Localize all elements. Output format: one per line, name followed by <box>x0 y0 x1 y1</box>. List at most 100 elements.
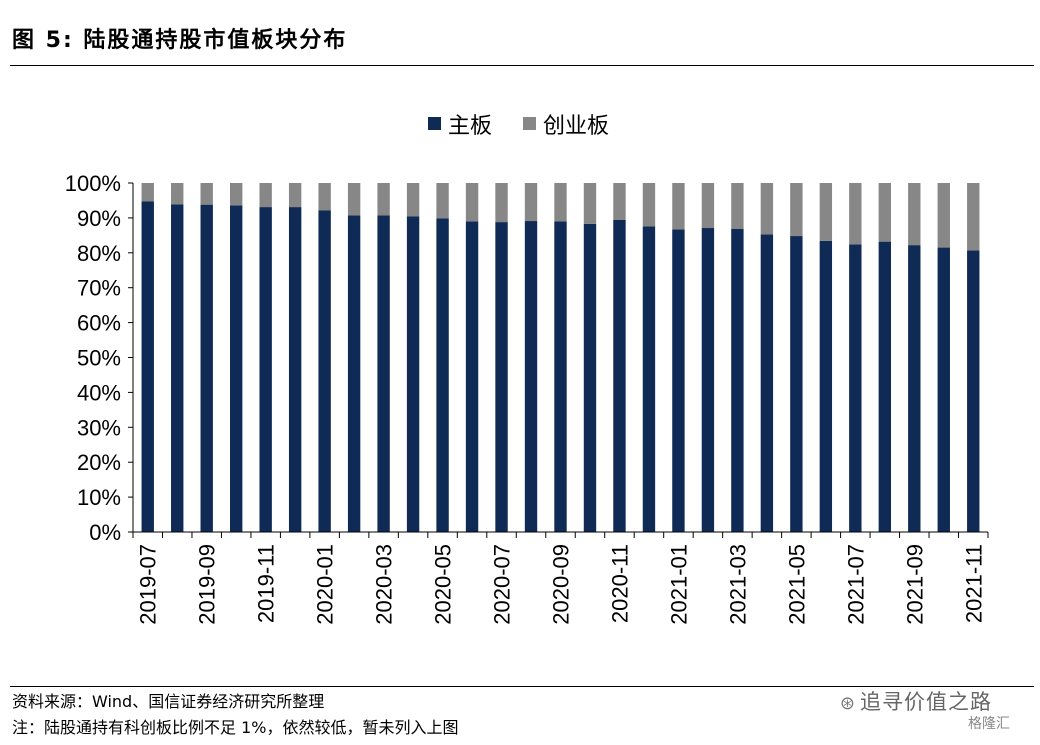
y-tick-label: 70% <box>77 276 121 301</box>
bar-chinext <box>524 183 538 222</box>
bar-chinext <box>288 183 302 208</box>
x-tick-label: 2021-03 <box>725 544 750 625</box>
legend-swatch-main-board <box>428 117 441 130</box>
bar-chinext <box>554 183 567 222</box>
x-tick-label: 2021-01 <box>666 544 691 625</box>
y-tick-label: 10% <box>77 485 121 510</box>
chart: 主板 创业板 0%10%20%30%40%50%60%70%80%90%100% … <box>65 114 989 625</box>
bar-chinext <box>583 183 597 224</box>
bar-main-board <box>731 228 744 532</box>
bar-chinext <box>259 183 272 208</box>
x-tick-label: 2021-05 <box>784 544 809 625</box>
bar-main-board <box>967 250 980 532</box>
bar-chinext <box>141 183 154 202</box>
y-tick-label: 30% <box>77 415 121 440</box>
figure-title: 图 5: 陆股通持股市值板块分布 <box>12 28 348 53</box>
x-tick-label: 2020-05 <box>431 544 456 625</box>
bar-chinext <box>436 183 449 219</box>
bar-chinext <box>495 183 508 223</box>
bar-main-board <box>318 210 331 533</box>
x-tick-label: 2020-03 <box>372 544 397 625</box>
bar-main-board <box>288 207 302 532</box>
footer-rule <box>10 686 1034 687</box>
x-tick-label: 2019-11 <box>254 544 279 623</box>
source-note: 资料来源：Wind、国信证券经济研究所整理 <box>12 692 325 711</box>
y-tick-label: 0% <box>89 520 121 545</box>
bar-chinext <box>465 183 479 222</box>
x-axis: 2019-07 2019-09 2019-11 2020-01 2020-03 2020-… <box>132 531 989 625</box>
bar-chinext <box>406 183 420 217</box>
bar-main-board <box>465 221 479 532</box>
bar-chinext <box>760 183 774 235</box>
y-tick-label: 80% <box>77 241 121 266</box>
watermark-gelonghui: 格隆汇 <box>968 716 1010 732</box>
y-tick-label: 90% <box>77 206 121 231</box>
bar-main-board <box>347 215 361 532</box>
bar-chinext <box>819 183 833 241</box>
x-tick-label: 2020-11 <box>607 544 632 623</box>
bar-main-board <box>819 240 833 532</box>
legend-label-chinext: 创业板 <box>543 114 609 139</box>
bar-chinext <box>908 183 921 246</box>
x-tick-label: 2020-01 <box>313 544 338 625</box>
bar-chinext <box>200 183 213 205</box>
bar-main-board <box>878 241 892 532</box>
bar-chinext <box>701 183 715 229</box>
bar-chinext <box>347 183 361 216</box>
bar-main-board <box>849 244 862 532</box>
bar-chinext <box>377 183 390 216</box>
bar-main-board <box>642 226 656 532</box>
bar-main-board <box>259 207 272 532</box>
chart-legend: 主板 创业板 <box>428 114 609 139</box>
bar-chinext <box>937 183 950 248</box>
bar-main-board <box>141 201 154 532</box>
y-tick-label: 100% <box>65 171 121 196</box>
title-rule <box>10 65 1034 66</box>
bar-chinext <box>672 183 685 230</box>
bar-main-board <box>377 215 390 532</box>
bar-chinext <box>849 183 862 245</box>
legend-swatch-chinext <box>523 117 536 130</box>
y-axis: 0% 10% 20% 30% 40% 50% 60% 70% 80% 90% 100% <box>65 171 134 545</box>
x-tick-label: 2020-09 <box>549 544 574 625</box>
x-tick-label: 2021-07 <box>843 544 868 625</box>
bar-chinext <box>967 183 980 251</box>
bar-chinext <box>731 183 744 229</box>
bar-main-board <box>436 218 449 532</box>
bar-main-board <box>937 247 950 532</box>
bar-chinext <box>878 183 892 242</box>
bar-chinext <box>613 183 626 220</box>
y-tick-label: 40% <box>77 380 121 405</box>
bar-main-board <box>200 204 213 532</box>
y-tick-label: 50% <box>77 346 121 371</box>
bars <box>141 183 980 533</box>
bar-main-board <box>406 216 420 532</box>
bar-main-board <box>554 221 567 532</box>
bar-chinext <box>790 183 803 237</box>
bar-main-board <box>495 222 508 532</box>
bar-main-board <box>790 236 803 532</box>
x-tick-label: 2019-07 <box>136 544 161 625</box>
bar-main-board <box>613 219 626 532</box>
bar-main-board <box>171 204 184 532</box>
bar-main-board <box>701 228 715 532</box>
bar-chinext <box>318 183 331 211</box>
bar-main-board <box>908 245 921 532</box>
y-tick-label: 60% <box>77 311 121 336</box>
bar-main-board <box>760 234 774 533</box>
bar-main-board <box>229 205 243 532</box>
legend-label-main-board: 主板 <box>448 114 492 139</box>
watermark: ⊛ 追寻价值之路 <box>840 686 992 716</box>
x-tick-label: 2020-07 <box>490 544 515 625</box>
x-tick-label: 2021-09 <box>902 544 927 625</box>
wechat-icon: ⊛ <box>839 693 856 714</box>
bar-chinext <box>229 183 243 206</box>
bar-main-board <box>672 229 685 533</box>
x-tick-label: 2021-11 <box>961 544 986 623</box>
bar-main-board <box>583 223 597 532</box>
watermark-text: 追寻价值之路 <box>860 690 992 714</box>
bar-chinext <box>171 183 184 205</box>
y-tick-label: 20% <box>77 450 121 475</box>
x-tick-label: 2019-09 <box>195 544 220 625</box>
bar-main-board <box>524 221 538 532</box>
